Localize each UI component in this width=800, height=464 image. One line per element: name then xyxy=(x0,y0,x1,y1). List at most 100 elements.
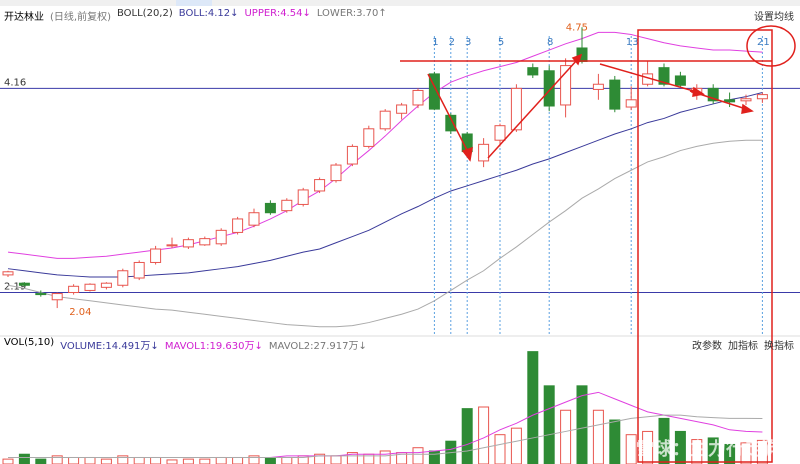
volume-bar xyxy=(166,459,178,464)
volume-bar xyxy=(478,406,490,464)
cycle-label: 13 xyxy=(626,37,639,48)
candle-body xyxy=(215,229,227,245)
volume-bar xyxy=(100,458,112,464)
volume-bar xyxy=(527,351,539,464)
annotations xyxy=(400,25,796,463)
volume-bar xyxy=(199,458,211,464)
candle-body xyxy=(117,270,129,286)
button[interactable]: 换指标 xyxy=(764,341,794,352)
volume-bar xyxy=(707,437,719,464)
volume-bar xyxy=(84,456,96,464)
volume-bar xyxy=(133,456,145,464)
volume-buttons: 改参数 加指标 换指标 xyxy=(692,337,794,352)
volume-bar xyxy=(461,408,473,464)
volume-bar xyxy=(117,455,129,464)
volume-bar xyxy=(494,434,506,464)
candle-body xyxy=(35,293,47,296)
cycle-label: 5 xyxy=(498,37,504,48)
title: 开达林业 xyxy=(4,12,44,23)
volume-bar xyxy=(314,453,326,464)
cycle-label: 21 xyxy=(757,37,770,48)
volume-bar xyxy=(412,447,424,464)
candle-body xyxy=(2,271,14,276)
candle-body xyxy=(346,145,358,165)
volume-bar xyxy=(215,456,227,464)
candle-body xyxy=(68,285,80,294)
arrow-head xyxy=(461,146,473,162)
candle-body xyxy=(100,282,112,288)
boll-line xyxy=(7,31,763,259)
candle-body xyxy=(314,179,326,192)
volume-bar xyxy=(510,427,522,464)
arrow xyxy=(689,90,747,110)
price-buttons: 设置均线 xyxy=(754,8,794,23)
volume-bar xyxy=(724,443,736,464)
volume-bar xyxy=(609,419,621,464)
button[interactable]: 改参数 xyxy=(692,341,722,352)
volume-bar xyxy=(248,455,260,464)
candle-body xyxy=(199,238,211,246)
candle-body xyxy=(592,83,604,90)
candle-body xyxy=(445,114,457,132)
candle-body xyxy=(412,89,424,106)
candle-body xyxy=(166,244,178,247)
candle-body xyxy=(150,248,162,263)
title: VOL(5,10) xyxy=(4,337,55,348)
candle-body xyxy=(478,143,490,162)
volume-bar xyxy=(428,450,440,464)
candle-body xyxy=(248,212,260,226)
candle-body xyxy=(543,70,555,107)
indicator-value: MAVOL2:27.917万↓ xyxy=(268,341,367,352)
volume-bar xyxy=(2,458,14,464)
volume-bar xyxy=(740,442,752,464)
indicator-value: MAVOL1:19.630万↓ xyxy=(164,341,263,352)
candle-body xyxy=(396,104,408,114)
volume-bar xyxy=(35,458,47,464)
candle-body xyxy=(232,218,244,233)
volume-bar xyxy=(330,455,342,464)
candle-body xyxy=(379,110,391,130)
arrow xyxy=(427,73,471,157)
indicator[interactable]: BOLL(20,2) xyxy=(116,8,173,19)
arrow-head xyxy=(741,103,754,114)
indicator-value: UPPER:4.54↓ xyxy=(244,8,311,19)
candle-body xyxy=(740,98,752,102)
volume-bar xyxy=(560,409,572,464)
candle-body xyxy=(756,94,768,100)
candle-body xyxy=(428,73,440,110)
candle-body xyxy=(51,293,63,301)
candle-body xyxy=(133,261,145,279)
volume-bar xyxy=(232,456,244,464)
volume-bar xyxy=(68,456,80,464)
volume-header: VOL(5,10) VOLUME:14.491万↓ MAVOL1:19.630万… xyxy=(4,337,367,352)
volume-bar xyxy=(625,434,637,464)
watermark: 雪球：主力行走狗 xyxy=(636,438,780,460)
candle-body xyxy=(609,79,621,110)
candle-body xyxy=(625,99,637,108)
volume-bar xyxy=(264,456,276,464)
candle-body xyxy=(264,202,276,214)
arrow xyxy=(487,59,578,159)
plot: 4.162.191 2 3 5 8 13 214.752.04 xyxy=(0,22,800,464)
subtitle: (日线,前复权) xyxy=(50,12,111,23)
candle-body xyxy=(510,87,522,131)
settings-button[interactable]: 设置均线 xyxy=(754,12,794,23)
volume-bar xyxy=(543,385,555,464)
cycle-label: 1 xyxy=(432,37,438,48)
button[interactable]: 加指标 xyxy=(728,341,758,352)
indicator-value: BOLL:4.12↓ xyxy=(178,8,239,19)
candle-body xyxy=(494,125,506,141)
candle-body xyxy=(724,99,736,103)
volume-bar xyxy=(150,456,162,464)
volume-bar xyxy=(592,409,604,464)
volume-bar xyxy=(51,455,63,464)
cycle-label: 2 xyxy=(449,37,455,48)
price-header: 开达林业 (日线,前复权) BOLL(20,2) BOLL:4.12↓ UPPE… xyxy=(4,8,387,23)
candle-body xyxy=(707,87,719,102)
active-tab xyxy=(176,0,212,6)
volume-bar xyxy=(576,385,588,464)
highlight-circle xyxy=(746,25,796,67)
candle-body xyxy=(84,283,96,291)
candle-body xyxy=(527,67,539,76)
